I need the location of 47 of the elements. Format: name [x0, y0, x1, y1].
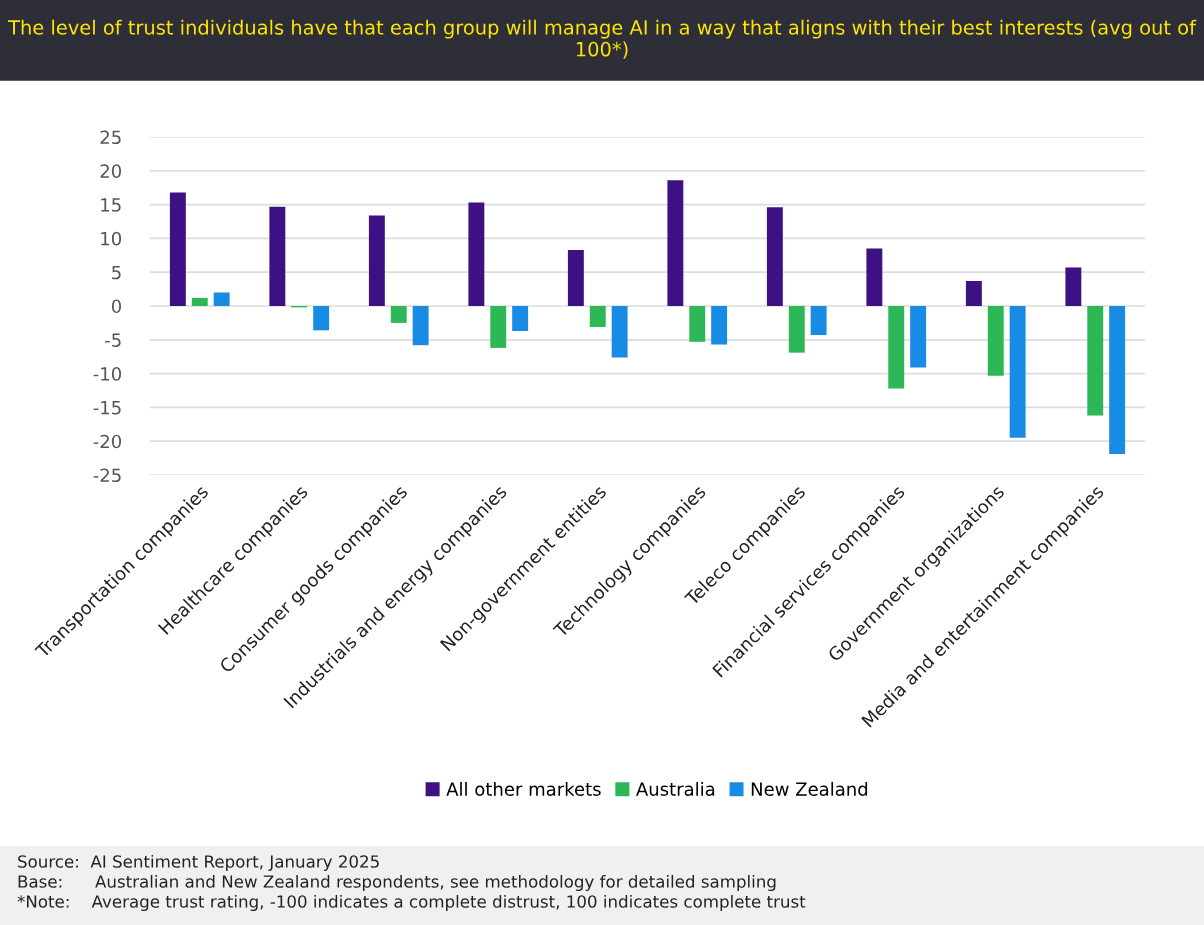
bar [1109, 306, 1126, 455]
y-tick-label: -10 [93, 367, 122, 381]
y-tick-label: 20 [100, 164, 122, 178]
bar [1065, 267, 1082, 306]
bar [390, 306, 407, 323]
y-tick-label: 0 [111, 299, 122, 314]
bar [169, 192, 186, 306]
bar [788, 306, 805, 353]
bar [987, 306, 1004, 376]
y-tick-label: -20 [93, 434, 122, 449]
bar [965, 280, 982, 306]
bar [766, 207, 783, 306]
bar [191, 297, 208, 306]
text: *Note: Average trust rating, -100 indicates a complete distrust, 100 indicates complete trust [17, 894, 806, 912]
chart-title: The level of trust individuals have that each group will manage AI in a way that aligns with their best interests (avg out of 100*) [8, 19, 1197, 59]
bar [213, 292, 230, 306]
bar [313, 306, 330, 331]
bar [1087, 306, 1104, 416]
legend-label: New Zealand [751, 781, 868, 796]
source-note: Source: AI Sentiment Report, January 2025 [18, 854, 379, 872]
bar [412, 306, 429, 346]
bar [490, 306, 507, 348]
bar [269, 206, 286, 306]
y-tick-label: 5 [112, 265, 121, 280]
y-tick-label: -15 [93, 401, 121, 415]
bar [567, 249, 584, 306]
y-tick-label: -25 [93, 468, 121, 483]
bar [611, 306, 628, 358]
text: Base: Australian and New Zealand respondents, see methodology for detailed sampling [18, 874, 776, 892]
bar [866, 248, 883, 306]
legend-label: All other markets [446, 781, 601, 796]
bar [589, 306, 606, 327]
y-tick-label: -5 [105, 333, 121, 347]
bar [888, 306, 905, 389]
bar [711, 306, 728, 345]
bar [810, 306, 827, 336]
bar [1009, 306, 1026, 438]
bar [667, 180, 684, 306]
bar [512, 306, 529, 332]
y-tick-label: 10 [101, 231, 122, 246]
bar [689, 306, 706, 342]
bar [368, 215, 385, 306]
y-tick-label: 15 [101, 198, 121, 212]
bar [910, 306, 927, 368]
bar [468, 202, 485, 306]
y-tick-label: 25 [100, 130, 121, 145]
legend-label: Australia [636, 781, 715, 796]
